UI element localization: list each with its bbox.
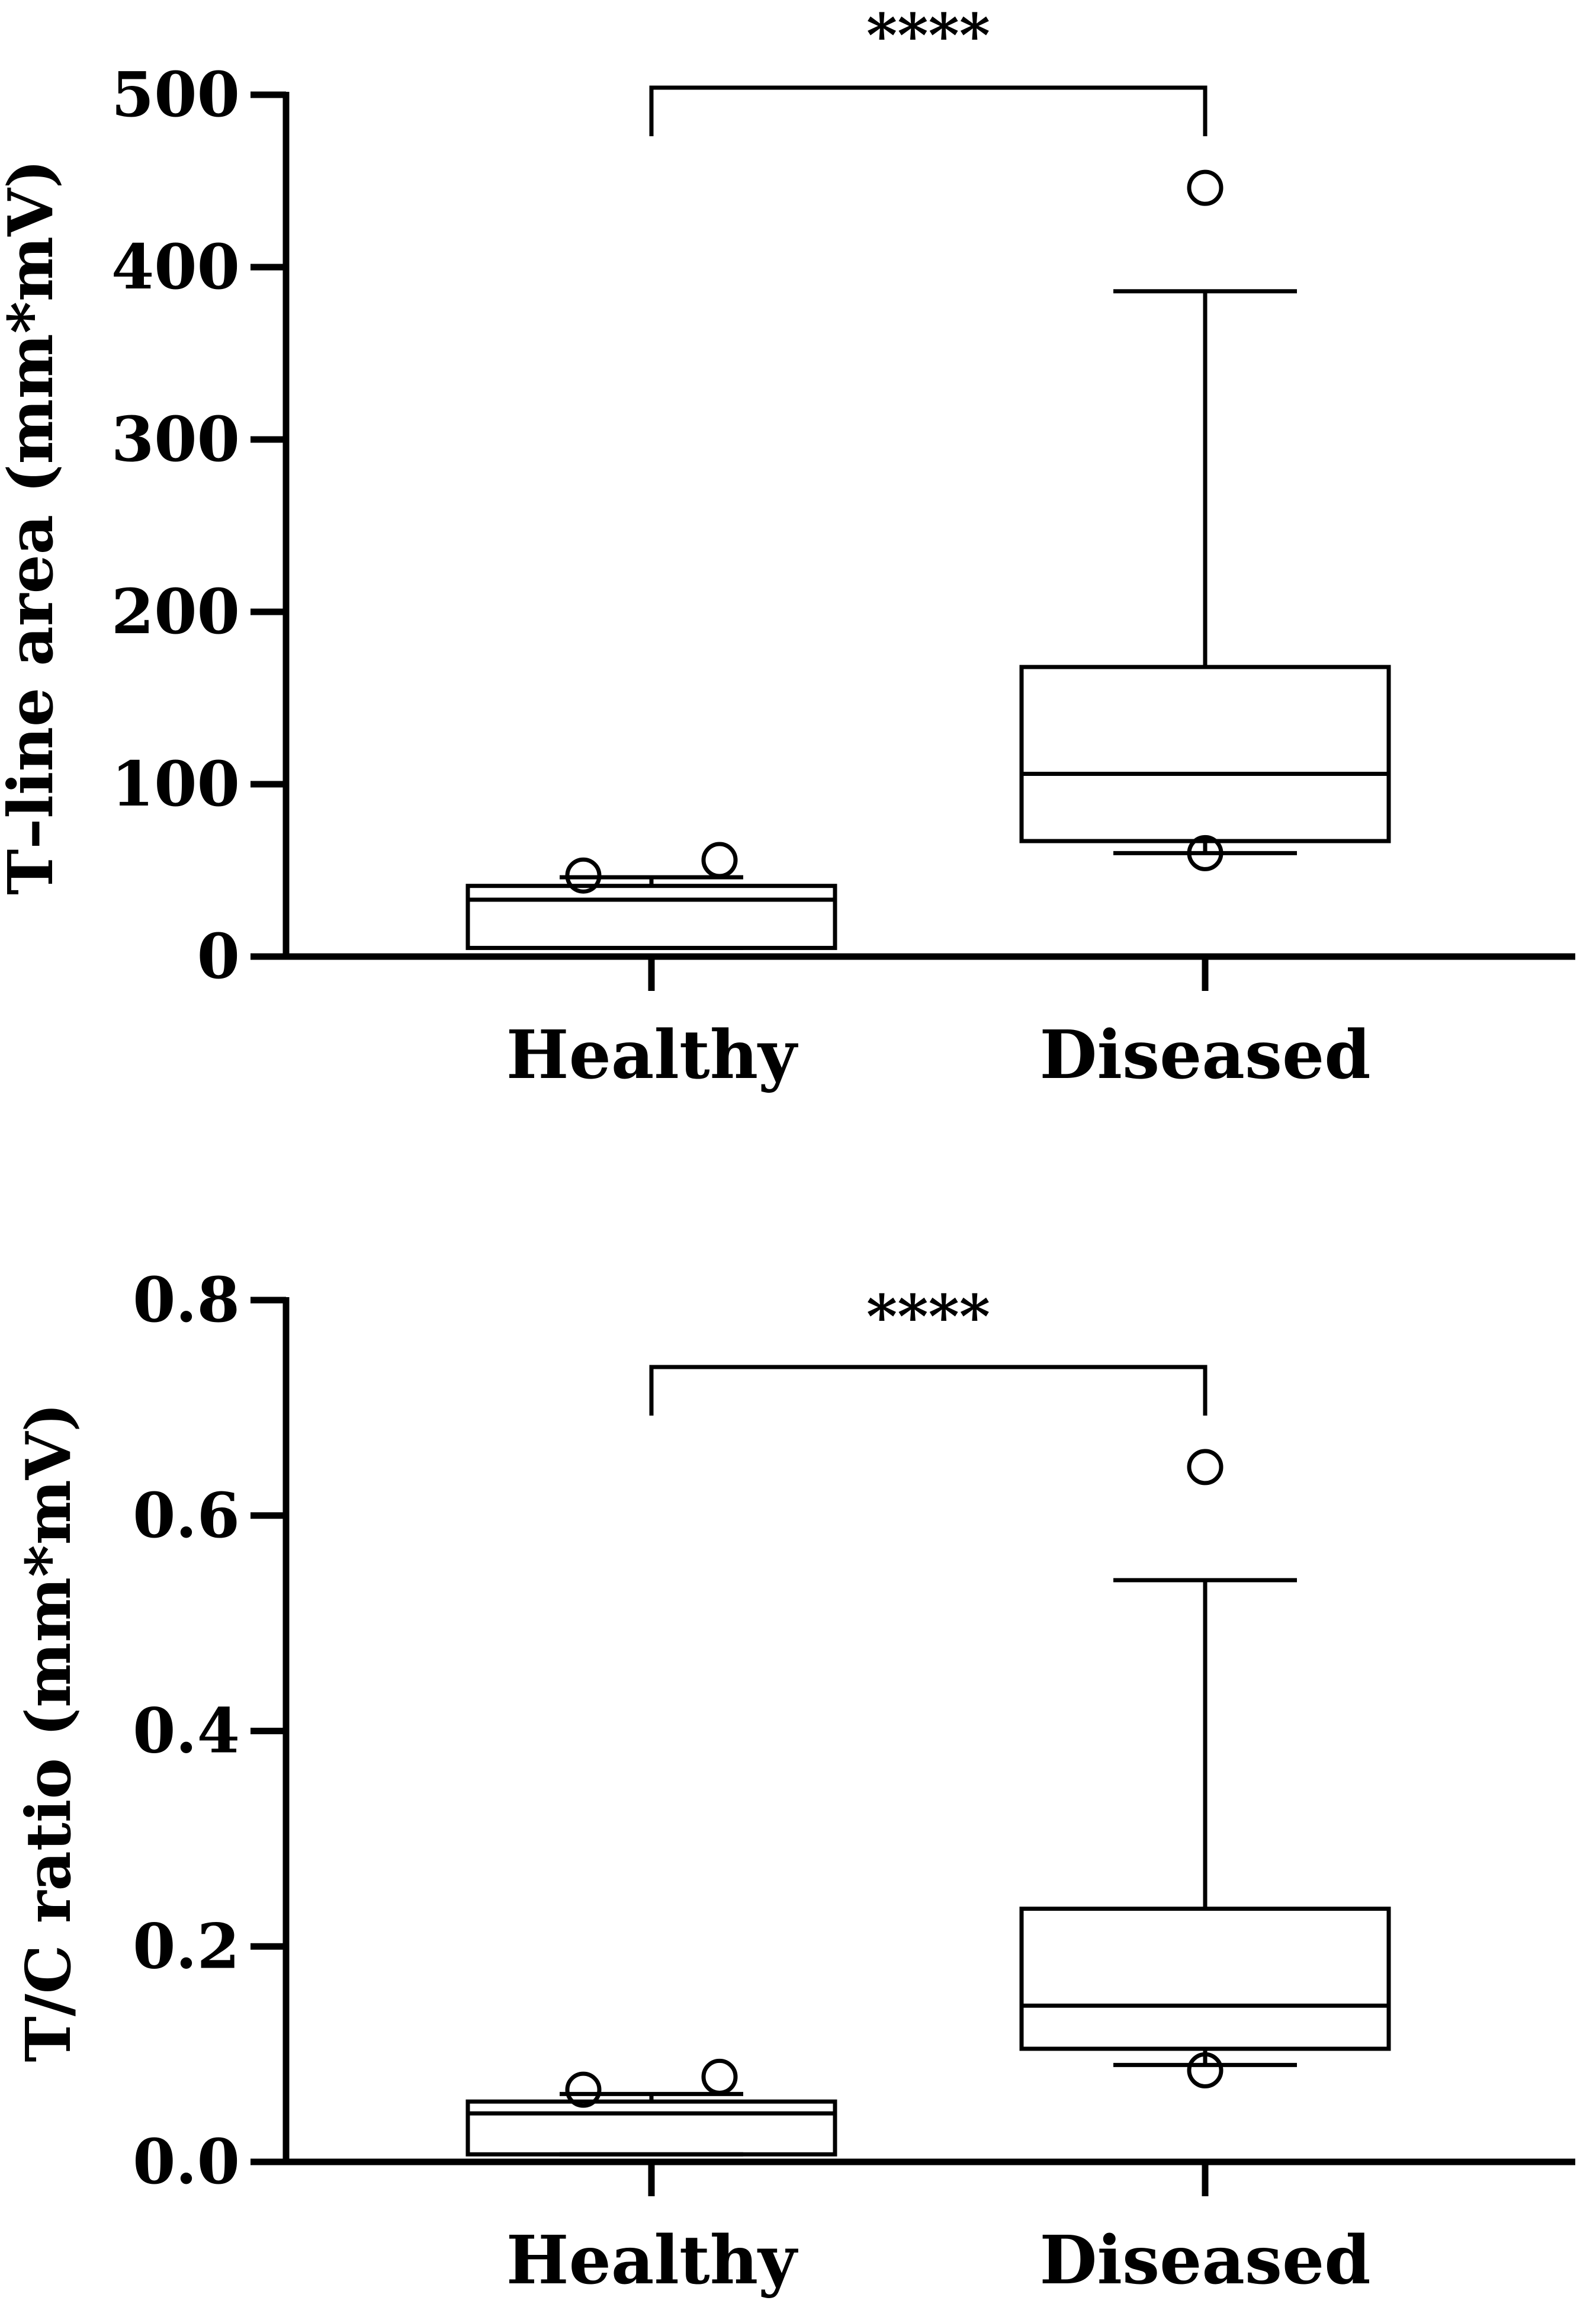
iqr-box — [1019, 1907, 1391, 2051]
y-tick-label: 0.2 — [133, 1910, 240, 1982]
y-axis-title: T–line area (mm*mV) — [0, 159, 67, 895]
y-tick-label: 500 — [111, 58, 240, 131]
iqr-box — [465, 884, 837, 950]
y-tick-label: 400 — [111, 230, 240, 303]
y-axis-title: T/C ratio (mm*mV) — [12, 1403, 85, 2062]
y-tick-label: 100 — [111, 747, 240, 820]
x-category-label: Healthy — [506, 1016, 798, 1094]
box-diseased — [1019, 169, 1391, 871]
y-tick-label: 0.4 — [133, 1695, 240, 1767]
y-tick-label: 0.8 — [133, 1263, 240, 1336]
x-category-label: Diseased — [1039, 1016, 1370, 1094]
iqr-box — [465, 2099, 837, 2157]
y-tick-label: 0 — [197, 920, 240, 993]
significance-bracket — [649, 1365, 1208, 1416]
chart-panel-2: 0.0 0.2 0.4 0.6 0.8 T/C ratio (mm*mV) Healthy D… — [12, 1263, 1575, 2299]
y-tick-label: 0.0 — [133, 2125, 240, 2198]
y-tick-label: 200 — [111, 575, 240, 648]
significance-label: **** — [866, 1282, 990, 1352]
iqr-box — [1019, 665, 1391, 843]
y-tick-label: 300 — [111, 403, 240, 476]
x-category-label: Healthy — [506, 2222, 798, 2299]
outlier-point — [1187, 1449, 1224, 1485]
chart-panel-1: 0 100 200 300 400 500 T–line area (mm*mV) Healt… — [0, 1, 1575, 1094]
outlier-point — [1187, 835, 1224, 871]
outlier-point — [1187, 2052, 1224, 2088]
significance-bracket — [649, 85, 1208, 136]
box-healthy — [465, 842, 837, 950]
outlier-point — [1187, 169, 1224, 206]
box-diseased — [1019, 1449, 1391, 2088]
outlier-point — [565, 2071, 602, 2108]
box-healthy — [465, 2058, 837, 2157]
y-tick-label: 0.6 — [133, 1479, 240, 1552]
outlier-point — [701, 2058, 738, 2095]
significance-label: **** — [866, 1, 990, 70]
x-category-label: Diseased — [1039, 2222, 1370, 2299]
outlier-point — [565, 857, 602, 894]
outlier-point — [701, 842, 738, 878]
